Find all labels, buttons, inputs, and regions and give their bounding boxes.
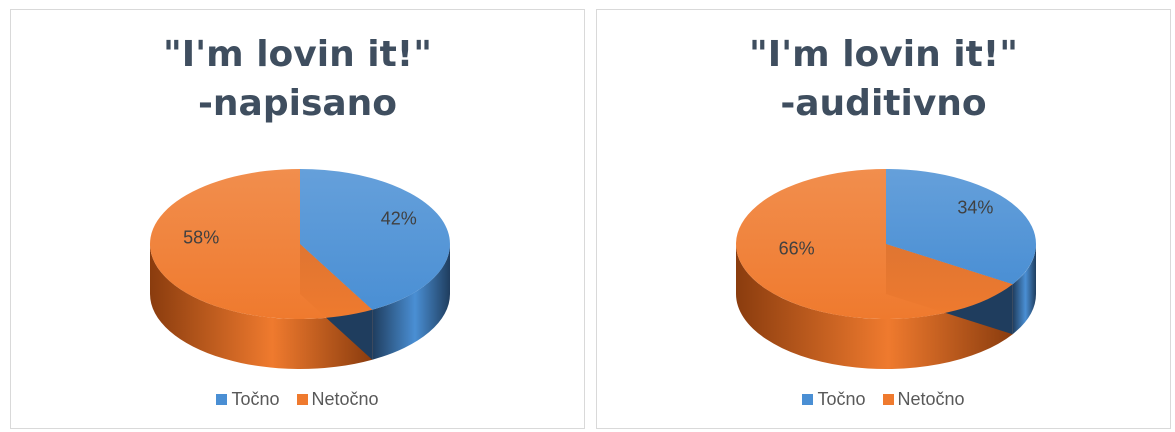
pie-chart: 42% 58% xyxy=(149,169,450,369)
legend-swatch-netocno xyxy=(882,394,894,405)
data-label-tocno: 42% xyxy=(381,208,417,228)
chart-title-line-2: -napisano xyxy=(197,83,398,124)
pie-slice-netocno xyxy=(736,169,1013,319)
chart-title-line-1: "I'm lovin it!" xyxy=(163,34,432,75)
legend-swatch-tocno xyxy=(216,394,228,405)
chart-panel-napisano: "I'm lovin it!" -napisano 42% 58% Točno N… xyxy=(10,9,585,429)
chart-title-line-2: -auditivno xyxy=(780,83,987,124)
pie-slice-netocno xyxy=(149,169,373,319)
pie-chart: 34% 66% xyxy=(736,169,1037,370)
legend-item-tocno: Točno xyxy=(802,388,865,410)
chart-panel-auditivno: "I'm lovin it!" -auditivno 34% 66% Točno … xyxy=(596,9,1171,429)
legend-label-netocno: Netočno xyxy=(897,389,965,409)
legend-item-netocno: Netočno xyxy=(882,388,965,410)
legend: Točno Netočno xyxy=(11,388,584,410)
legend-swatch-tocno xyxy=(802,394,814,405)
legend-item-tocno: Točno xyxy=(216,388,279,410)
legend: Točno Netočno xyxy=(597,388,1170,410)
pie-slice-tocno xyxy=(300,169,450,310)
legend-label-tocno: Točno xyxy=(231,389,280,409)
pie-side-netocno xyxy=(736,244,1013,370)
pie-slice-tocno xyxy=(886,169,1037,285)
data-label-netocno: 66% xyxy=(779,238,815,258)
data-label-netocno: 58% xyxy=(183,228,219,248)
pie-side-tocno xyxy=(1012,244,1036,335)
legend-item-netocno: Netočno xyxy=(296,388,379,410)
chart-title: "I'm lovin it!" -auditivno xyxy=(597,30,1170,128)
pie-side-tocno xyxy=(372,244,450,360)
legend-label-netocno: Netočno xyxy=(311,389,379,409)
chart-title: "I'm lovin it!" -napisano xyxy=(11,30,584,128)
pie-side-netocno xyxy=(150,244,373,369)
legend-swatch-netocno xyxy=(296,394,308,405)
legend-label-tocno: Točno xyxy=(817,389,866,409)
chart-title-line-1: "I'm lovin it!" xyxy=(749,34,1018,75)
data-label-tocno: 34% xyxy=(957,198,993,218)
